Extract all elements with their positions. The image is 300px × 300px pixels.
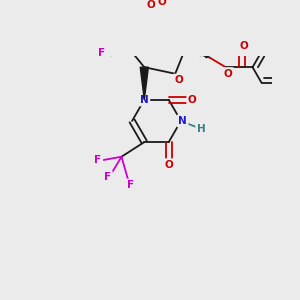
Text: F: F [127, 180, 134, 190]
Text: F: F [104, 172, 111, 182]
Text: O: O [164, 160, 173, 170]
Text: F: F [94, 155, 101, 165]
Polygon shape [140, 67, 148, 100]
Text: F: F [98, 48, 105, 58]
Text: O: O [224, 69, 233, 79]
Text: N: N [140, 95, 149, 105]
Text: O: O [188, 95, 197, 105]
Text: N: N [178, 116, 187, 126]
Text: O: O [157, 0, 166, 7]
Text: O: O [174, 75, 183, 85]
Text: H: H [197, 124, 206, 134]
Text: O: O [239, 41, 248, 51]
Text: O: O [146, 0, 155, 11]
